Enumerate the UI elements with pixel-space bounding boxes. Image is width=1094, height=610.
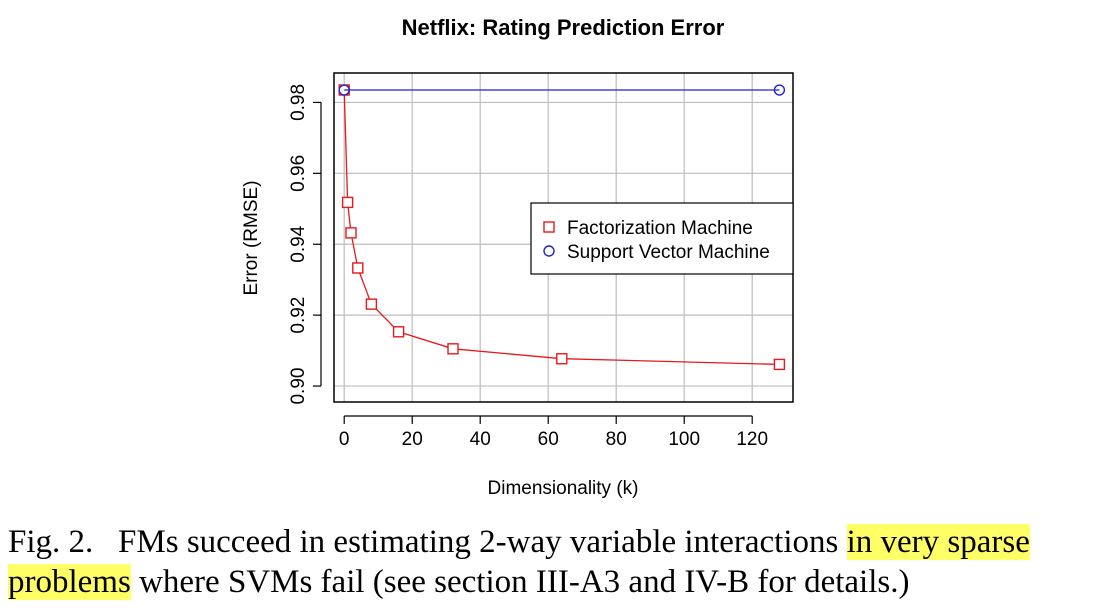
x-axis-label: Dimensionality (k): [488, 478, 639, 499]
x-tick-label: 60: [538, 429, 559, 450]
data-point-square: [773, 358, 786, 371]
legend-marker-square: [543, 221, 555, 233]
caption-highlight-2: problems: [8, 564, 131, 600]
data-point-square: [556, 353, 568, 365]
legend-marker-circle: [543, 245, 555, 257]
data-point-square: [345, 227, 357, 239]
legend-label: Factorization Machine: [567, 218, 753, 239]
caption-label: Fig. 2.: [8, 524, 94, 560]
chart: Netflix: Rating Prediction Error 0 20 40 60…: [241, 15, 794, 499]
data-point-square: [365, 298, 378, 310]
data-point-circle: [773, 84, 786, 96]
x-tick-label: 40: [470, 429, 491, 450]
plot-series: [338, 84, 786, 371]
x-tick-label: 80: [606, 429, 627, 450]
x-tick-label: 20: [402, 429, 423, 450]
y-tick-label: 0.90: [288, 368, 309, 405]
y-tick-label: 0.94: [288, 225, 309, 262]
figure-caption: Fig. 2. FMs succeed in estimating 2-way …: [8, 522, 1088, 602]
chart-title: Netflix: Rating Prediction Error: [402, 15, 725, 40]
x-tick-label: 0: [339, 429, 350, 450]
y-tick-label: 0.92: [288, 297, 309, 334]
caption-text-after: where SVMs fail (see section III-A3 and …: [130, 564, 910, 600]
x-tick-label: 120: [736, 429, 768, 450]
legend-box: [530, 202, 794, 275]
caption-text-before: FMs succeed in estimating 2-way variable…: [118, 524, 847, 560]
x-tick-label: 100: [668, 429, 700, 450]
y-tick-label: 0.98: [288, 84, 309, 121]
axes: 0 20 40 60 80 100 120 0.90 0.92 0.94 0.96 0.98: [288, 84, 768, 450]
data-point-square: [447, 343, 459, 355]
data-point-square: [341, 196, 354, 209]
data-point-square: [392, 326, 405, 338]
y-axis-label: Error (RMSE): [241, 180, 262, 295]
data-point-square: [352, 262, 364, 274]
legend-label: Support Vector Machine: [567, 242, 770, 263]
y-tick-label: 0.96: [288, 155, 309, 192]
data-point-circle: [338, 84, 350, 96]
caption-highlight-1: in very sparse: [846, 524, 1030, 560]
legend: Factorization Machine Support Vector Mach…: [530, 202, 794, 275]
